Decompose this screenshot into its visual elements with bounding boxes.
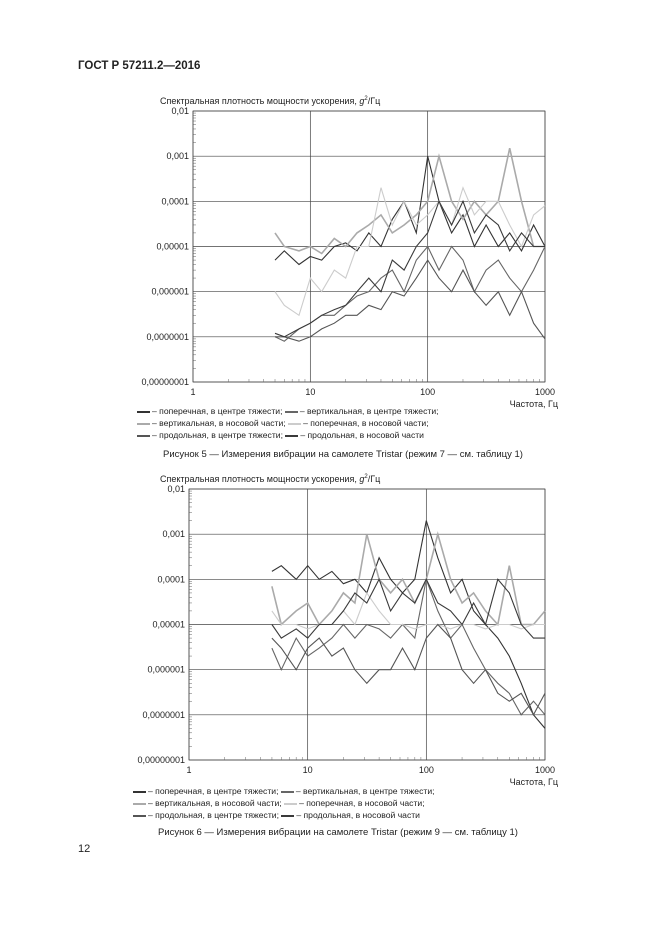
y-tick-label: 0,00000001 <box>141 377 189 387</box>
series-line-1 <box>271 520 546 729</box>
x-axis-title: Частота, Гц <box>510 399 558 409</box>
chart2-legend: – поперечная, в центре тяжести; – вертик… <box>133 785 435 821</box>
chart2-caption: Рисунок 6 — Измерения вибрации на самоле… <box>158 827 518 838</box>
legend-row: – продольная, в центре тяжести; – продол… <box>137 429 439 441</box>
series-line-4 <box>274 186 546 317</box>
legend-row: – продольная, в центре тяжести; – продол… <box>133 809 435 821</box>
y-tick-label: 0,001 <box>162 529 185 539</box>
legend-label: – вертикальная, в центре тяжести; <box>299 406 439 416</box>
legend-row: – вертикальная, в носовой части; – попер… <box>133 797 435 809</box>
x-axis-title: Частота, Гц <box>510 777 558 787</box>
legend-swatch <box>133 802 146 805</box>
legend-row: – поперечная, в центре тяжести; – вертик… <box>137 405 439 417</box>
y-tick-label: 0,0000001 <box>146 332 189 342</box>
legend-label: – вертикальная, в центре тяжести; <box>295 786 435 796</box>
x-tick-label: 1 <box>190 387 195 397</box>
document-header: ГОСТ Р 57211.2—2016 <box>78 60 201 72</box>
x-tick-label: 100 <box>420 387 435 397</box>
series-line-6 <box>271 577 545 639</box>
legend-swatch <box>284 410 298 413</box>
legend-label: – продольная, в носовой части <box>300 430 424 440</box>
x-tick-label: 1 <box>186 765 191 775</box>
chart1-y-axis-unit: /Гц <box>367 96 381 106</box>
series-line-3 <box>274 148 545 255</box>
x-tick-label: 10 <box>305 387 315 397</box>
series-line-2 <box>271 577 546 716</box>
x-tick-label: 1000 <box>535 387 555 397</box>
chart2-y-axis-title: Спектральная плотность мощности ускорени… <box>160 474 381 484</box>
series-line-3 <box>271 531 546 627</box>
y-tick-label: 0,00000001 <box>137 755 185 765</box>
legend-swatch <box>284 802 298 805</box>
page-number: 12 <box>78 843 91 855</box>
legend-label: – поперечная, в носовой части; <box>303 418 429 428</box>
legend-swatch <box>137 434 150 437</box>
chart1-y-axis-title-text: Спектральная плотность мощности ускорени… <box>160 96 360 106</box>
legend-swatch <box>280 790 294 793</box>
series-line-5 <box>271 623 546 716</box>
y-tick-label: 0,01 <box>171 106 189 116</box>
legend-swatch <box>133 790 146 793</box>
legend-swatch <box>285 434 299 437</box>
legend-swatch <box>288 422 302 425</box>
y-tick-label: 0,0001 <box>157 574 185 584</box>
legend-label: – поперечная, в носовой части; <box>299 798 425 808</box>
chart2-y-axis-unit: /Гц <box>367 474 381 484</box>
series-line-1 <box>274 156 546 266</box>
x-tick-label: 10 <box>303 765 313 775</box>
legend-swatch <box>137 422 150 425</box>
series-line-4 <box>271 591 545 630</box>
legend-swatch <box>137 410 150 413</box>
legend-label: – поперечная, в центре тяжести; <box>152 406 285 416</box>
legend-label: – продольная, в центре тяжести; <box>152 430 286 440</box>
y-tick-label: 0,001 <box>166 151 189 161</box>
legend-swatch <box>133 814 146 817</box>
y-tick-label: 0,000001 <box>151 287 189 297</box>
legend-row: – вертикальная, в носовой части; – попер… <box>137 417 439 429</box>
legend-label: – вертикальная, в носовой части; <box>152 418 289 428</box>
legend-label: – поперечная, в центре тяжести; <box>148 786 281 796</box>
chart2-y-axis-title-text: Спектральная плотность мощности ускорени… <box>160 474 360 484</box>
y-tick-label: 0,0000001 <box>142 710 185 720</box>
series-line-5 <box>275 259 546 342</box>
y-tick-label: 0,00001 <box>152 620 185 630</box>
legend-label: – продольная, в центре тяжести; <box>148 810 282 820</box>
y-tick-label: 0,0001 <box>161 196 189 206</box>
legend-label: – продольная, в носовой части <box>296 810 420 820</box>
x-tick-label: 100 <box>419 765 434 775</box>
chart1-legend: – поперечная, в центре тяжести; – вертик… <box>137 405 439 441</box>
y-tick-label: 0,000001 <box>147 665 185 675</box>
y-tick-label: 0,00001 <box>156 242 189 252</box>
legend-row: – поперечная, в центре тяжести; – вертик… <box>133 785 435 797</box>
chart1-caption: Рисунок 5 — Измерения вибрации на самоле… <box>163 449 523 460</box>
legend-label: – вертикальная, в носовой части; <box>148 798 285 808</box>
x-tick-label: 1000 <box>535 765 555 775</box>
legend-swatch <box>281 814 295 817</box>
chart1-y-axis-title: Спектральная плотность мощности ускорени… <box>160 96 381 106</box>
y-tick-label: 0,01 <box>167 484 185 494</box>
series-line-6 <box>274 199 545 338</box>
